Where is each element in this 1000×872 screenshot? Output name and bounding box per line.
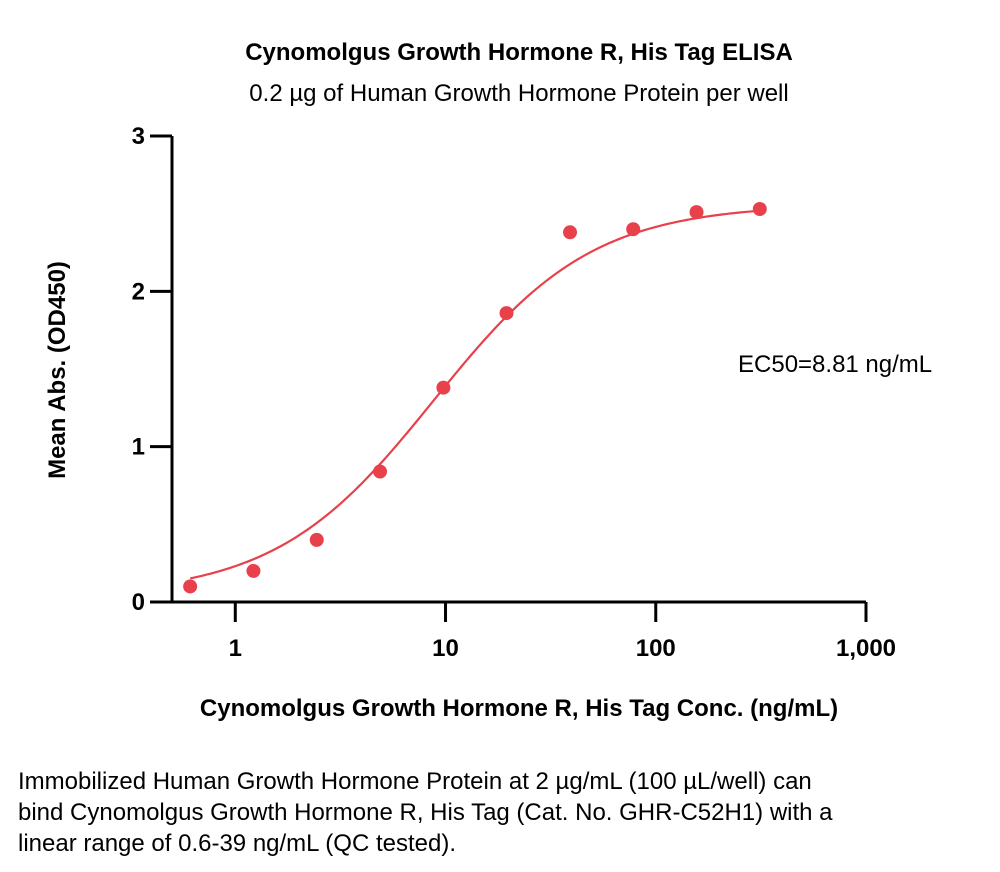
chart-title: Cynomolgus Growth Hormone R, His Tag ELI… bbox=[245, 39, 793, 66]
data-point bbox=[246, 563, 261, 578]
data-point bbox=[499, 306, 514, 321]
ec50-annotation: EC50=8.81 ng/mL bbox=[738, 351, 932, 378]
y-tick-label: 2 bbox=[132, 278, 145, 305]
fit-curve bbox=[189, 209, 760, 580]
data-point bbox=[626, 222, 641, 237]
data-point bbox=[436, 380, 451, 395]
x-tick-label: 100 bbox=[636, 635, 676, 662]
data-point bbox=[373, 464, 388, 479]
data-point bbox=[183, 579, 198, 594]
x-tick-label: 10 bbox=[432, 635, 459, 662]
data-point bbox=[563, 225, 578, 240]
axes: 0 1 2 3 1 10 100 1,000 bbox=[132, 123, 896, 662]
chart-subtitle: 0.2 µg of Human Growth Hormone Protein p… bbox=[249, 80, 788, 107]
data-point bbox=[752, 202, 767, 217]
data-point bbox=[689, 205, 704, 220]
data-point bbox=[309, 532, 324, 547]
y-axis-label: Mean Abs. (OD450) bbox=[44, 261, 71, 479]
figure-caption: Immobilized Human Growth Hormone Protein… bbox=[18, 768, 833, 857]
chart-marks bbox=[183, 202, 767, 594]
x-axis-label: Cynomolgus Growth Hormone R, His Tag Con… bbox=[200, 695, 838, 722]
x-tick-label: 1 bbox=[229, 635, 242, 662]
x-tick-label: 1,000 bbox=[836, 635, 896, 662]
y-tick-label: 1 bbox=[132, 434, 145, 461]
y-tick-label: 0 bbox=[132, 589, 145, 616]
y-tick-label: 3 bbox=[132, 123, 145, 150]
